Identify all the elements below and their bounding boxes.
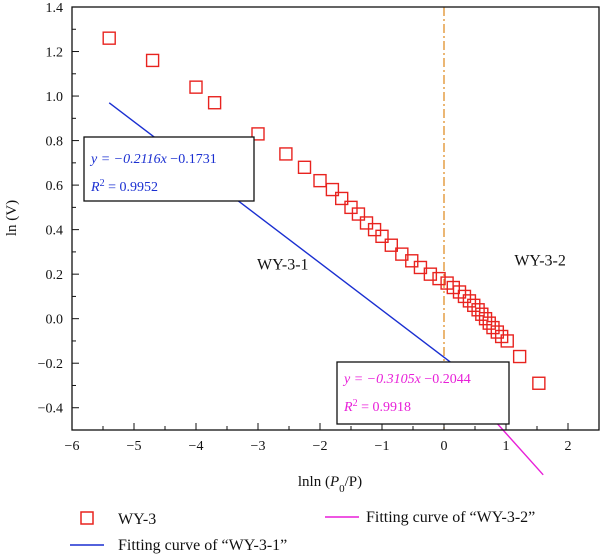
x-tick-label: −2 [313, 439, 328, 454]
y-tick-label: 0.6 [46, 179, 64, 194]
data-point [189, 80, 203, 94]
legend: WY-3 Fitting curve of “WY-3-1” Fitting c… [70, 509, 535, 554]
x-tick-label: −4 [189, 439, 204, 454]
region-label-wy3-1: WY-3-1 [257, 257, 309, 274]
data-point [325, 182, 340, 197]
fit-annotation-1-box [83, 136, 255, 202]
y-axis-label: ln (V) [4, 200, 20, 236]
y-tick-label: 0.0 [46, 313, 64, 328]
x-tick-label: 2 [565, 439, 572, 454]
fit-annotation-1-equation: y = −0.2116x −0.1731 [89, 152, 217, 167]
data-point [452, 285, 467, 299]
data-point [297, 160, 312, 174]
legend-label-wy3: WY-3 [118, 511, 156, 528]
data-point [335, 191, 349, 206]
data-point [512, 349, 527, 364]
fit-annotation-2-box [336, 361, 510, 425]
legend-marker-wy3 [80, 511, 94, 525]
region-label-wy3-2: WY-3-2 [514, 252, 566, 269]
fit-annotation-2-r2: R2 = 0.9918 [343, 398, 411, 416]
data-point [475, 307, 489, 321]
data-point [423, 267, 438, 281]
x-tick-label: 1 [503, 439, 510, 454]
y-tick-label: 0.4 [46, 224, 64, 239]
y-tick-label: 1.2 [46, 46, 64, 61]
data-point [384, 238, 398, 252]
y-tick-label: 0.8 [46, 135, 64, 150]
y-tick-label: 0.2 [46, 268, 64, 283]
fit-annotation-2: y = −0.3105x −0.2044 R2 = 0.9918 [336, 361, 510, 425]
fit-annotation-1-r2: R2 = 0.9952 [90, 178, 158, 196]
x-axis-label: lnln (P0/P) [298, 474, 362, 495]
y-tick-label: 1.0 [46, 90, 64, 105]
data-point [351, 207, 366, 221]
axis-layer: −6 −5 −4 −3 −2 −1 0 1 2 −0.4 −0.2 0.0 0.2 0.4 0.6 0.8 1.… [38, 1, 600, 454]
x-tick-label: 0 [441, 439, 448, 454]
data-point [251, 127, 265, 141]
data-point [457, 289, 472, 304]
data-point [207, 96, 222, 110]
y-tick-label: 1.4 [46, 1, 64, 16]
data-point [375, 229, 389, 244]
plot-frame [71, 6, 600, 431]
data-point [432, 271, 446, 286]
data-point [490, 325, 505, 339]
legend-label-wy32: Fitting curve of “WY-3-2” [366, 509, 535, 526]
data-point [102, 31, 116, 45]
data-point [145, 53, 160, 68]
data-point [467, 298, 481, 313]
fit-annotation-2-equation: y = −0.3105x −0.2044 [342, 372, 471, 387]
fit-annotation-1: y = −0.2116x −0.1731 R2 = 0.9952 [83, 136, 255, 202]
data-point [478, 311, 493, 326]
data-point [482, 316, 496, 330]
data-point [462, 294, 477, 308]
x-tick-label: −1 [375, 439, 390, 454]
x-tick-label: −5 [127, 439, 142, 454]
legend-label-wy31: Fitting curve of “WY-3-1” [118, 537, 287, 554]
data-point [500, 334, 514, 348]
data-point [279, 147, 293, 161]
data-point [486, 320, 500, 335]
x-tick-label: −3 [251, 439, 266, 454]
data-point [471, 303, 485, 317]
data-point [532, 376, 546, 390]
x-tick-label: −6 [65, 439, 80, 454]
y-tick-label: −0.2 [38, 357, 63, 372]
y-tick-label: −0.4 [38, 402, 63, 417]
data-point [313, 173, 327, 188]
